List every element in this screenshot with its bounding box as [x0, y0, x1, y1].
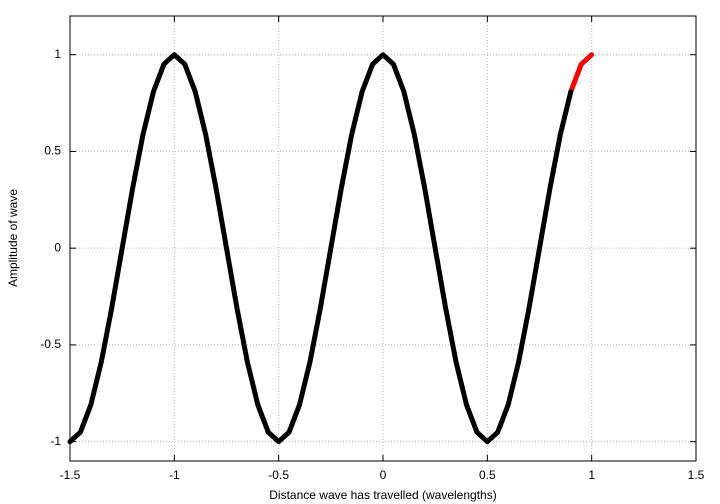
y-tick-label: -0.5	[40, 337, 61, 351]
x-axis-label: Distance wave has travelled (wavelengths…	[269, 488, 496, 502]
line-series	[67, 52, 574, 445]
y-axis-label: Amplitude of wave	[6, 189, 20, 287]
y-tick-label: -1	[50, 434, 61, 448]
x-tick-label: 0	[380, 468, 387, 482]
y-tick-label: 0.5	[44, 144, 61, 158]
line-series	[568, 52, 595, 95]
x-tick-label: -1	[169, 468, 180, 482]
x-tick-label: -0.5	[268, 468, 289, 482]
x-tick-label: 1.5	[688, 468, 705, 482]
y-tick-label: 0	[54, 240, 61, 254]
x-tick-label: -1.5	[60, 468, 81, 482]
x-tick-label: 0.5	[479, 468, 496, 482]
y-tick-label: 1	[54, 47, 61, 61]
x-tick-label: 1	[588, 468, 595, 482]
plot-frame	[69, 15, 697, 462]
